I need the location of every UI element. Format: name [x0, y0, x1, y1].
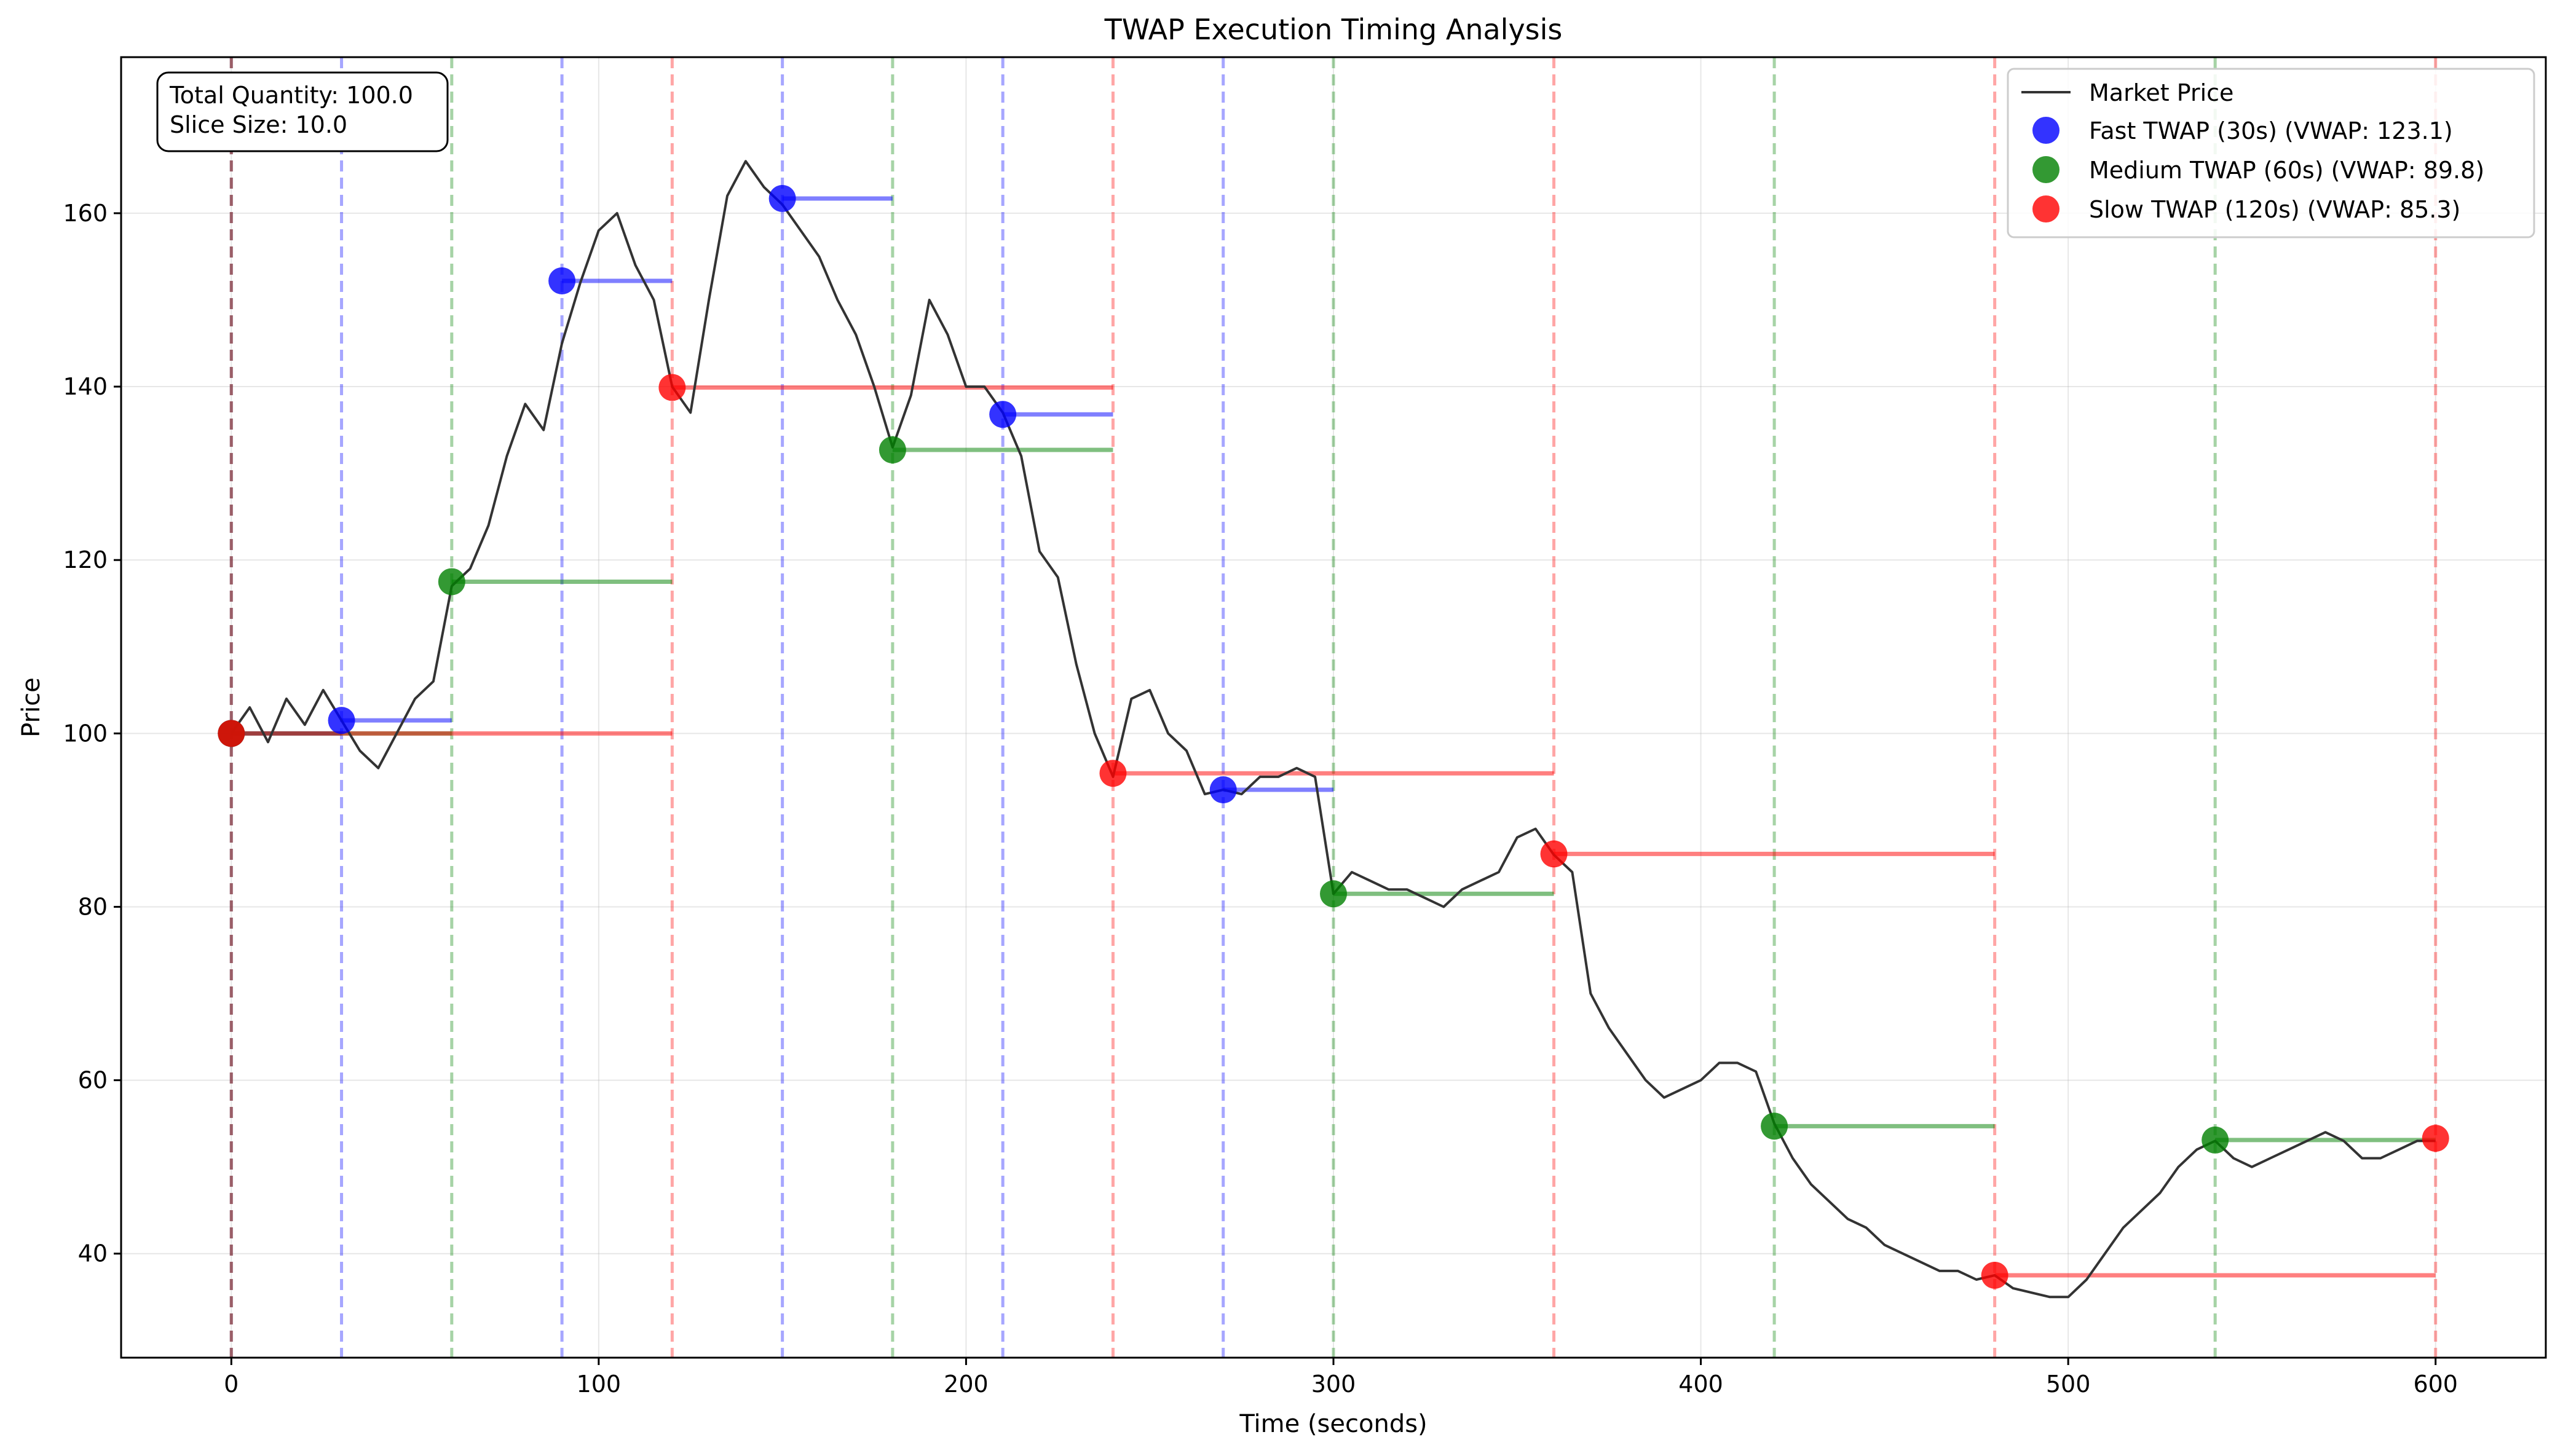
- execution-point: [1320, 880, 1347, 908]
- legend-frame: [2007, 68, 2535, 238]
- execution-point: [1209, 776, 1237, 804]
- info-annotation-box: Total Quantity: 100.0 Slice Size: 10.0: [156, 71, 449, 152]
- execution-point: [1540, 840, 1568, 868]
- execution-point: [658, 374, 686, 401]
- slice-size-text: Slice Size: 10.0: [170, 111, 347, 138]
- x-axis-label: Time (seconds): [1239, 1410, 1427, 1438]
- execution-point: [879, 436, 906, 464]
- execution-point: [768, 184, 796, 212]
- y-tick-label: 60: [78, 1067, 108, 1094]
- legend-slow-twap-label: Slow TWAP (120s) (VWAP: 85.3): [2089, 196, 2460, 223]
- x-tick-label: 0: [224, 1371, 239, 1398]
- chart-title: TWAP Execution Timing Analysis: [1104, 13, 1563, 46]
- execution-horizontal-lines: [231, 196, 2436, 1278]
- y-tick-label: 100: [63, 720, 108, 747]
- y-axis-label: Price: [17, 677, 45, 738]
- y-tick-label: 160: [63, 200, 108, 227]
- execution-point: [1761, 1112, 1788, 1140]
- execution-point: [1099, 760, 1127, 787]
- execution-vertical-lines: [229, 57, 2438, 1358]
- y-axis-ticks: 40 60 80 100 120 140 160: [63, 200, 121, 1267]
- legend-medium-twap-marker: [2032, 156, 2059, 183]
- y-tick-label: 80: [78, 893, 108, 920]
- execution-point: [328, 707, 355, 734]
- execution-point: [2202, 1126, 2229, 1154]
- legend-fast-twap-marker: [2032, 117, 2059, 144]
- legend-fast-twap-label: Fast TWAP (30s) (VWAP: 123.1): [2089, 117, 2453, 144]
- execution-point: [438, 568, 465, 596]
- total-quantity-text: Total Quantity: 100.0: [169, 82, 413, 109]
- execution-point: [1981, 1261, 2008, 1289]
- execution-point: [989, 401, 1017, 428]
- legend-market-price-label: Market Price: [2089, 79, 2233, 106]
- x-tick-label: 100: [577, 1371, 622, 1398]
- execution-point: [2422, 1125, 2449, 1152]
- legend: Market Price Fast TWAP (30s) (VWAP: 123.…: [2007, 68, 2535, 238]
- x-axis-ticks: 0 100 200 300 400 500 600: [224, 1358, 2458, 1398]
- x-tick-label: 600: [2413, 1371, 2458, 1398]
- x-tick-label: 200: [944, 1371, 989, 1398]
- x-tick-label: 500: [2046, 1371, 2091, 1398]
- x-tick-label: 400: [1678, 1371, 1723, 1398]
- x-tick-label: 300: [1311, 1371, 1356, 1398]
- legend-medium-twap-label: Medium TWAP (60s) (VWAP: 89.8): [2089, 157, 2484, 184]
- legend-slow-twap-marker: [2032, 195, 2059, 222]
- execution-point: [218, 720, 245, 747]
- execution-point: [548, 267, 576, 294]
- y-tick-label: 120: [63, 546, 108, 573]
- y-tick-label: 40: [78, 1240, 108, 1267]
- execution-points: [218, 184, 2449, 1289]
- y-tick-label: 140: [63, 373, 108, 400]
